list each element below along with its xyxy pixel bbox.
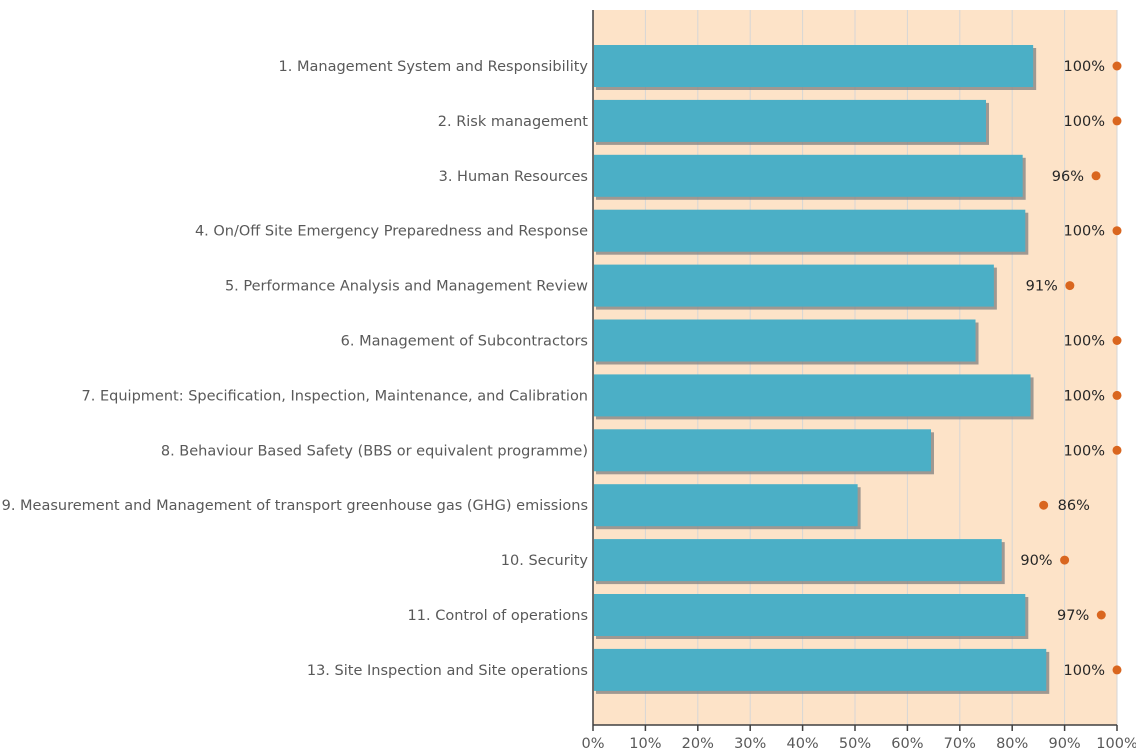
x-tick-label: 10% bbox=[629, 736, 661, 750]
data-label: 97% bbox=[1057, 608, 1089, 624]
data-label: 100% bbox=[1064, 443, 1105, 459]
x-tick-label: 50% bbox=[839, 736, 871, 750]
data-label: 100% bbox=[1064, 388, 1105, 404]
target-marker bbox=[1091, 171, 1101, 181]
target-marker bbox=[1065, 281, 1075, 291]
category-label: 9. Measurement and Management of transpo… bbox=[2, 498, 588, 514]
data-label: 100% bbox=[1064, 59, 1105, 75]
x-tick-label: 40% bbox=[786, 736, 818, 750]
category-label: 3. Human Resources bbox=[439, 169, 588, 185]
target-marker bbox=[1112, 390, 1122, 400]
bar bbox=[594, 154, 1023, 197]
data-label: 90% bbox=[1020, 553, 1052, 569]
bar bbox=[594, 209, 1026, 252]
category-label: 11. Control of operations bbox=[408, 608, 588, 624]
data-label: 91% bbox=[1026, 279, 1058, 295]
bar bbox=[594, 319, 976, 362]
data-label: 100% bbox=[1064, 224, 1105, 240]
bar bbox=[594, 45, 1034, 87]
category-label: 7. Equipment: Specification, Inspection,… bbox=[82, 388, 588, 404]
x-tick-label: 20% bbox=[682, 736, 714, 750]
bar bbox=[594, 99, 986, 142]
x-tick-label: 100% bbox=[1096, 736, 1136, 750]
data-label: 96% bbox=[1052, 169, 1084, 185]
bar bbox=[594, 484, 858, 527]
target-marker bbox=[1112, 665, 1122, 675]
x-tick-label: 0% bbox=[581, 736, 604, 750]
x-tick-label: 30% bbox=[734, 736, 766, 750]
bar bbox=[594, 648, 1047, 691]
bar bbox=[594, 594, 1026, 636]
category-label: 13. Site Inspection and Site operations bbox=[307, 663, 588, 679]
target-marker bbox=[1096, 610, 1106, 620]
target-marker bbox=[1112, 226, 1122, 236]
bar bbox=[594, 539, 1002, 582]
x-tick-label: 90% bbox=[1048, 736, 1080, 750]
target-marker bbox=[1112, 116, 1122, 126]
bar bbox=[594, 374, 1031, 417]
bar bbox=[594, 429, 931, 472]
x-tick-label: 60% bbox=[891, 736, 923, 750]
x-tick-label: 70% bbox=[944, 736, 976, 750]
target-marker bbox=[1039, 500, 1049, 510]
category-label: 2. Risk management bbox=[438, 114, 589, 130]
data-label: 86% bbox=[1058, 498, 1090, 514]
category-label: 10. Security bbox=[501, 553, 589, 569]
category-label: 1. Management System and Responsibility bbox=[279, 59, 589, 75]
target-marker bbox=[1112, 445, 1122, 455]
target-marker bbox=[1112, 61, 1122, 71]
data-label: 100% bbox=[1064, 663, 1105, 679]
category-label: 8. Behaviour Based Safety (BBS or equiva… bbox=[161, 443, 588, 459]
x-tick-label: 80% bbox=[996, 736, 1028, 750]
category-label: 4. On/Off Site Emergency Preparedness an… bbox=[195, 224, 588, 240]
data-label: 100% bbox=[1064, 114, 1105, 130]
target-marker bbox=[1060, 555, 1070, 565]
bar bbox=[594, 264, 994, 307]
target-marker bbox=[1112, 336, 1122, 345]
category-label: 5. Performance Analysis and Management R… bbox=[225, 279, 588, 295]
data-label: 100% bbox=[1064, 334, 1105, 350]
category-label: 6. Management of Subcontractors bbox=[341, 334, 588, 350]
